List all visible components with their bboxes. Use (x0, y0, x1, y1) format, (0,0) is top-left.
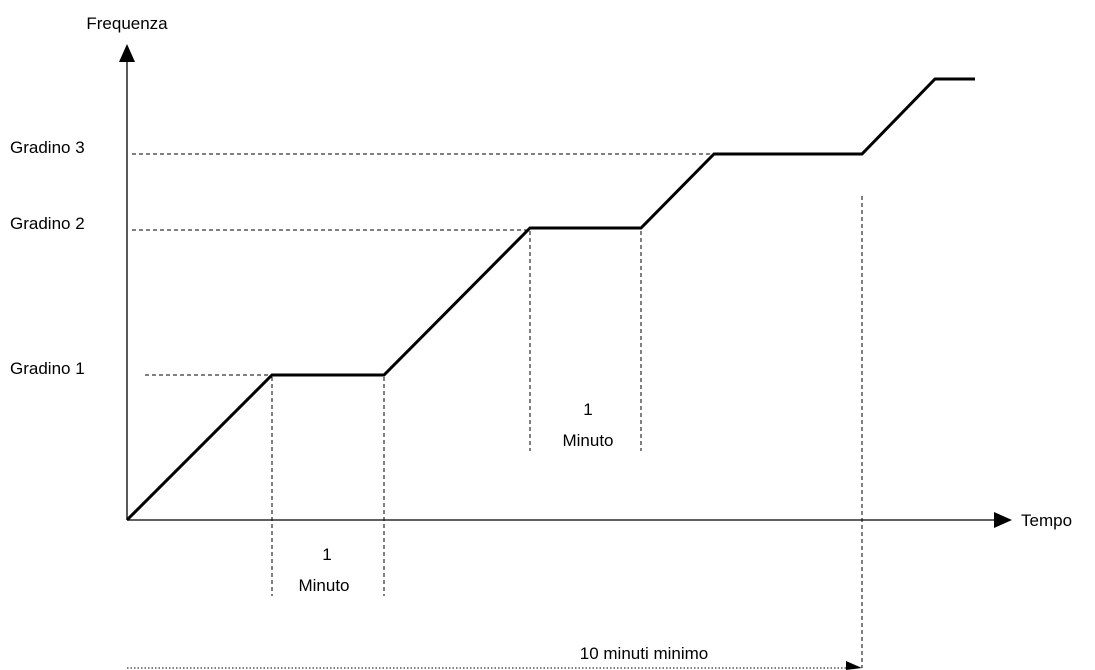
x-axis-arrowhead (994, 512, 1012, 528)
x-axis-label: Tempo (1021, 511, 1072, 530)
level-label-1: Gradino 1 (10, 359, 85, 378)
level-label-2: Gradino 2 (10, 214, 85, 233)
ten-minute-label: 10 minuti minimo (580, 644, 709, 663)
y-axis-arrowhead (119, 44, 135, 62)
minute-1-unit: Minuto (298, 576, 349, 595)
minute-1-number: 1 (322, 545, 331, 564)
minute-2-number: 1 (583, 400, 592, 419)
level-label-3: Gradino 3 (10, 138, 85, 157)
frequency-curve (125, 77, 975, 522)
y-axis-label: Frequenza (86, 14, 168, 33)
ten-minute-span-arrowhead (846, 661, 862, 670)
minute-2-unit: Minuto (562, 431, 613, 450)
